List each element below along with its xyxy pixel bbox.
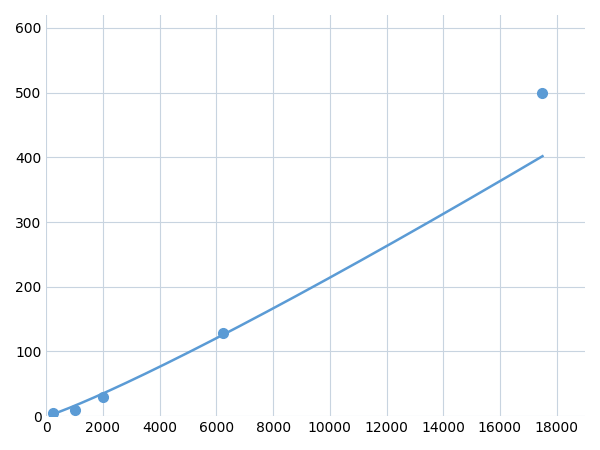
Point: [49, 410, 58, 417]
Point: [70, 406, 79, 413]
Point: [218, 330, 228, 337]
Point: [98, 393, 108, 400]
Point: [538, 89, 547, 96]
